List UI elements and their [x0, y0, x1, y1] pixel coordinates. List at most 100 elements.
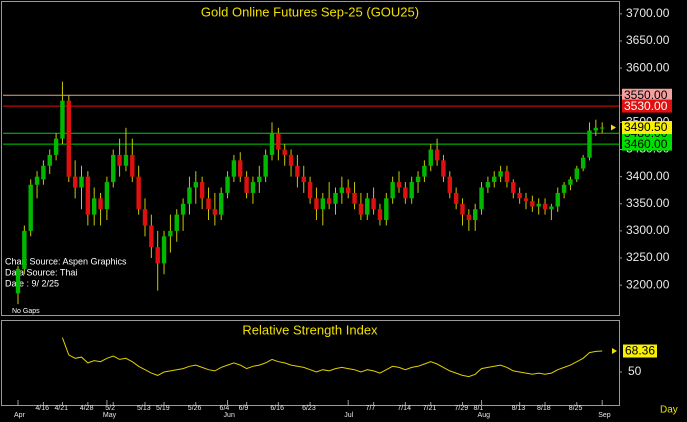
candle-body	[28, 184, 33, 231]
candle-body	[580, 157, 586, 169]
candle-body	[276, 133, 281, 150]
x-tick-label: 4/16	[35, 405, 49, 412]
candle-body	[473, 209, 478, 221]
candle-body	[117, 154, 122, 166]
candle-body	[377, 209, 383, 221]
candle-body	[180, 203, 186, 215]
x-tick-label: 8/1	[474, 405, 484, 412]
candle-body	[66, 100, 71, 177]
candle-body	[34, 176, 40, 185]
candle-body	[314, 198, 319, 210]
candle-body	[174, 214, 179, 231]
x-tick-label: 5/13	[137, 405, 151, 412]
candle-body	[396, 182, 402, 188]
candle-body	[561, 184, 567, 193]
candle-body	[485, 182, 491, 188]
annotation: No Gaps	[12, 308, 40, 315]
candle-body	[269, 133, 275, 155]
candle-body	[523, 198, 529, 202]
candle-body	[212, 209, 218, 215]
candle-body	[22, 230, 27, 269]
candle-body	[492, 176, 497, 183]
level-label-bg	[622, 88, 672, 102]
y-tick-label: 3300.00	[626, 223, 670, 237]
candle-body	[339, 187, 345, 193]
candle-body	[136, 176, 141, 210]
x-tick-label: 7/29	[455, 405, 469, 412]
candle-body	[428, 149, 433, 166]
candle-body	[549, 206, 554, 210]
candle-body	[15, 268, 21, 294]
candle-body	[257, 176, 262, 183]
y-tick-label: 3200.00	[626, 277, 670, 291]
candle-body	[447, 176, 452, 193]
candle-body	[409, 182, 414, 199]
rsi-last-bg	[623, 344, 657, 358]
candle-body	[206, 198, 211, 210]
candle-body	[320, 198, 325, 210]
candle-body	[72, 176, 78, 188]
candle-body	[231, 160, 237, 177]
x-unit: Day	[660, 405, 678, 416]
candle-body	[555, 192, 560, 207]
y-tick-label: 3400.00	[626, 169, 670, 183]
x-tick-label: 8/25	[569, 405, 583, 412]
x-tick-label: 6/9	[239, 405, 249, 412]
x-tick-label: 5/26	[188, 405, 202, 412]
candle-body	[530, 201, 535, 207]
candle-body	[53, 138, 59, 155]
candle-body	[352, 192, 357, 204]
candle-body	[238, 160, 243, 177]
candle-body	[593, 127, 599, 131]
candle-body	[587, 130, 592, 158]
candle-body	[193, 182, 198, 188]
rsi-last-arrow	[612, 348, 617, 355]
level-label-bg	[622, 137, 672, 151]
rsi-tick-label: 50	[628, 364, 642, 378]
candle-body	[517, 192, 522, 199]
candle-body	[288, 154, 294, 166]
candle-body	[187, 187, 192, 204]
x-tick-label: 5/2	[105, 405, 115, 412]
candle-body	[244, 176, 249, 193]
candle-body	[263, 154, 268, 177]
month-label: Sep	[598, 412, 611, 419]
candle-body	[434, 149, 440, 161]
x-tick-label: 8/13	[512, 405, 526, 412]
y-tick-label: 3600.00	[626, 60, 670, 74]
candle-body	[504, 171, 510, 183]
candle-body	[225, 176, 230, 193]
month-label: Apr	[14, 412, 26, 419]
candle-body	[403, 187, 408, 199]
candle-body	[422, 165, 427, 177]
candle-body	[466, 214, 472, 221]
candle-body	[333, 192, 338, 204]
candle-body	[79, 176, 84, 188]
candle-body	[390, 182, 395, 199]
candle-body	[574, 168, 579, 180]
annotation: Date : 9/ 2/25	[5, 278, 59, 288]
candle-body	[98, 198, 103, 210]
candle-body	[371, 198, 376, 210]
x-tick-label: 6/4	[220, 405, 230, 412]
candle-body	[326, 198, 332, 204]
annotation: Chart Source: Aspen Graphics	[5, 256, 127, 266]
last-price-arrow	[611, 124, 616, 131]
candle-body	[600, 127, 605, 129]
candle-body	[219, 192, 224, 215]
candle-body	[358, 203, 364, 215]
level-label: 3530.00	[624, 99, 668, 113]
candle-body	[479, 187, 484, 210]
x-tick-label: 7/7	[366, 405, 376, 412]
candle-body	[453, 192, 459, 204]
x-tick-label: 6/16	[270, 405, 284, 412]
candle-body	[460, 203, 465, 215]
candle-body	[250, 182, 256, 193]
candle-body	[199, 182, 205, 199]
candle-body	[155, 247, 160, 264]
candle-body	[384, 198, 389, 221]
candle-body	[536, 203, 541, 207]
x-tick-label: 5/19	[156, 405, 170, 412]
candle-body	[161, 236, 167, 264]
